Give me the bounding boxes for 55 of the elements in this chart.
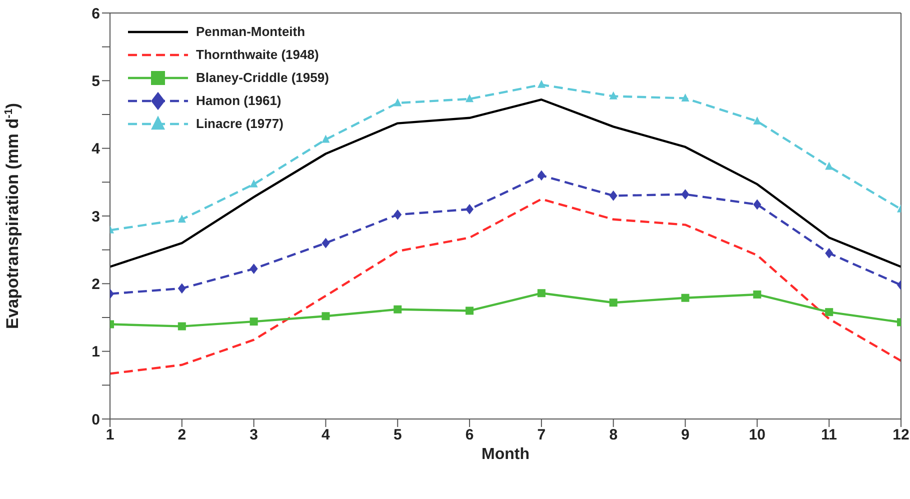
point	[537, 170, 546, 181]
y-tick-label: 2	[92, 276, 100, 293]
point	[466, 204, 474, 214]
y-tick-label: 6	[92, 5, 100, 22]
point	[466, 306, 474, 315]
point	[178, 214, 186, 223]
point	[322, 134, 330, 143]
point	[609, 91, 618, 100]
point	[537, 289, 546, 298]
x-tick-label: 7	[537, 426, 546, 444]
point	[394, 305, 402, 314]
point	[394, 98, 402, 106]
x-tick-label: 10	[748, 426, 766, 444]
point	[178, 283, 186, 294]
legend-label: Thornthwaite (1948)	[196, 46, 319, 64]
point	[250, 264, 258, 274]
legend-label: Hamon (1961)	[196, 92, 282, 110]
x-tick-label: 5	[393, 426, 402, 444]
x-tick-label: 9	[681, 426, 690, 444]
y-tick-label: 3	[92, 208, 100, 226]
point	[681, 189, 690, 200]
point	[681, 294, 690, 302]
x-tick-label: 12	[892, 426, 910, 444]
point	[753, 290, 762, 298]
x-tick-label: 11	[821, 426, 838, 444]
point	[681, 93, 690, 102]
point	[322, 312, 330, 320]
point	[178, 322, 186, 330]
point	[825, 248, 834, 258]
x-tick-label: 2	[178, 426, 186, 444]
point	[322, 238, 330, 248]
point	[825, 308, 834, 316]
point	[753, 199, 762, 210]
y-tick-label: 4	[92, 140, 101, 158]
point	[537, 80, 546, 88]
x-axis-title: Month	[482, 446, 530, 463]
point	[825, 162, 834, 170]
legend-label: Penman-Monteith	[196, 23, 306, 41]
point	[250, 179, 258, 188]
x-tick-label: 8	[609, 426, 618, 444]
x-tick-label: 6	[465, 426, 474, 444]
point	[466, 94, 474, 102]
x-tick-label: 1	[106, 426, 114, 444]
x-tick-label: 4	[322, 426, 331, 444]
line-series	[110, 198, 901, 375]
point	[394, 209, 402, 220]
point	[609, 190, 618, 201]
legend-label: Linacre (1977)	[196, 115, 284, 133]
point	[609, 298, 618, 307]
y-tick-label: 1	[92, 344, 100, 361]
y-tick-label: 5	[92, 72, 100, 90]
x-tick-label: 3	[250, 426, 258, 444]
legend-label: Blaney-Criddle (1959)	[196, 69, 329, 87]
point	[250, 318, 258, 326]
y-tick-label: 0	[92, 411, 100, 428]
